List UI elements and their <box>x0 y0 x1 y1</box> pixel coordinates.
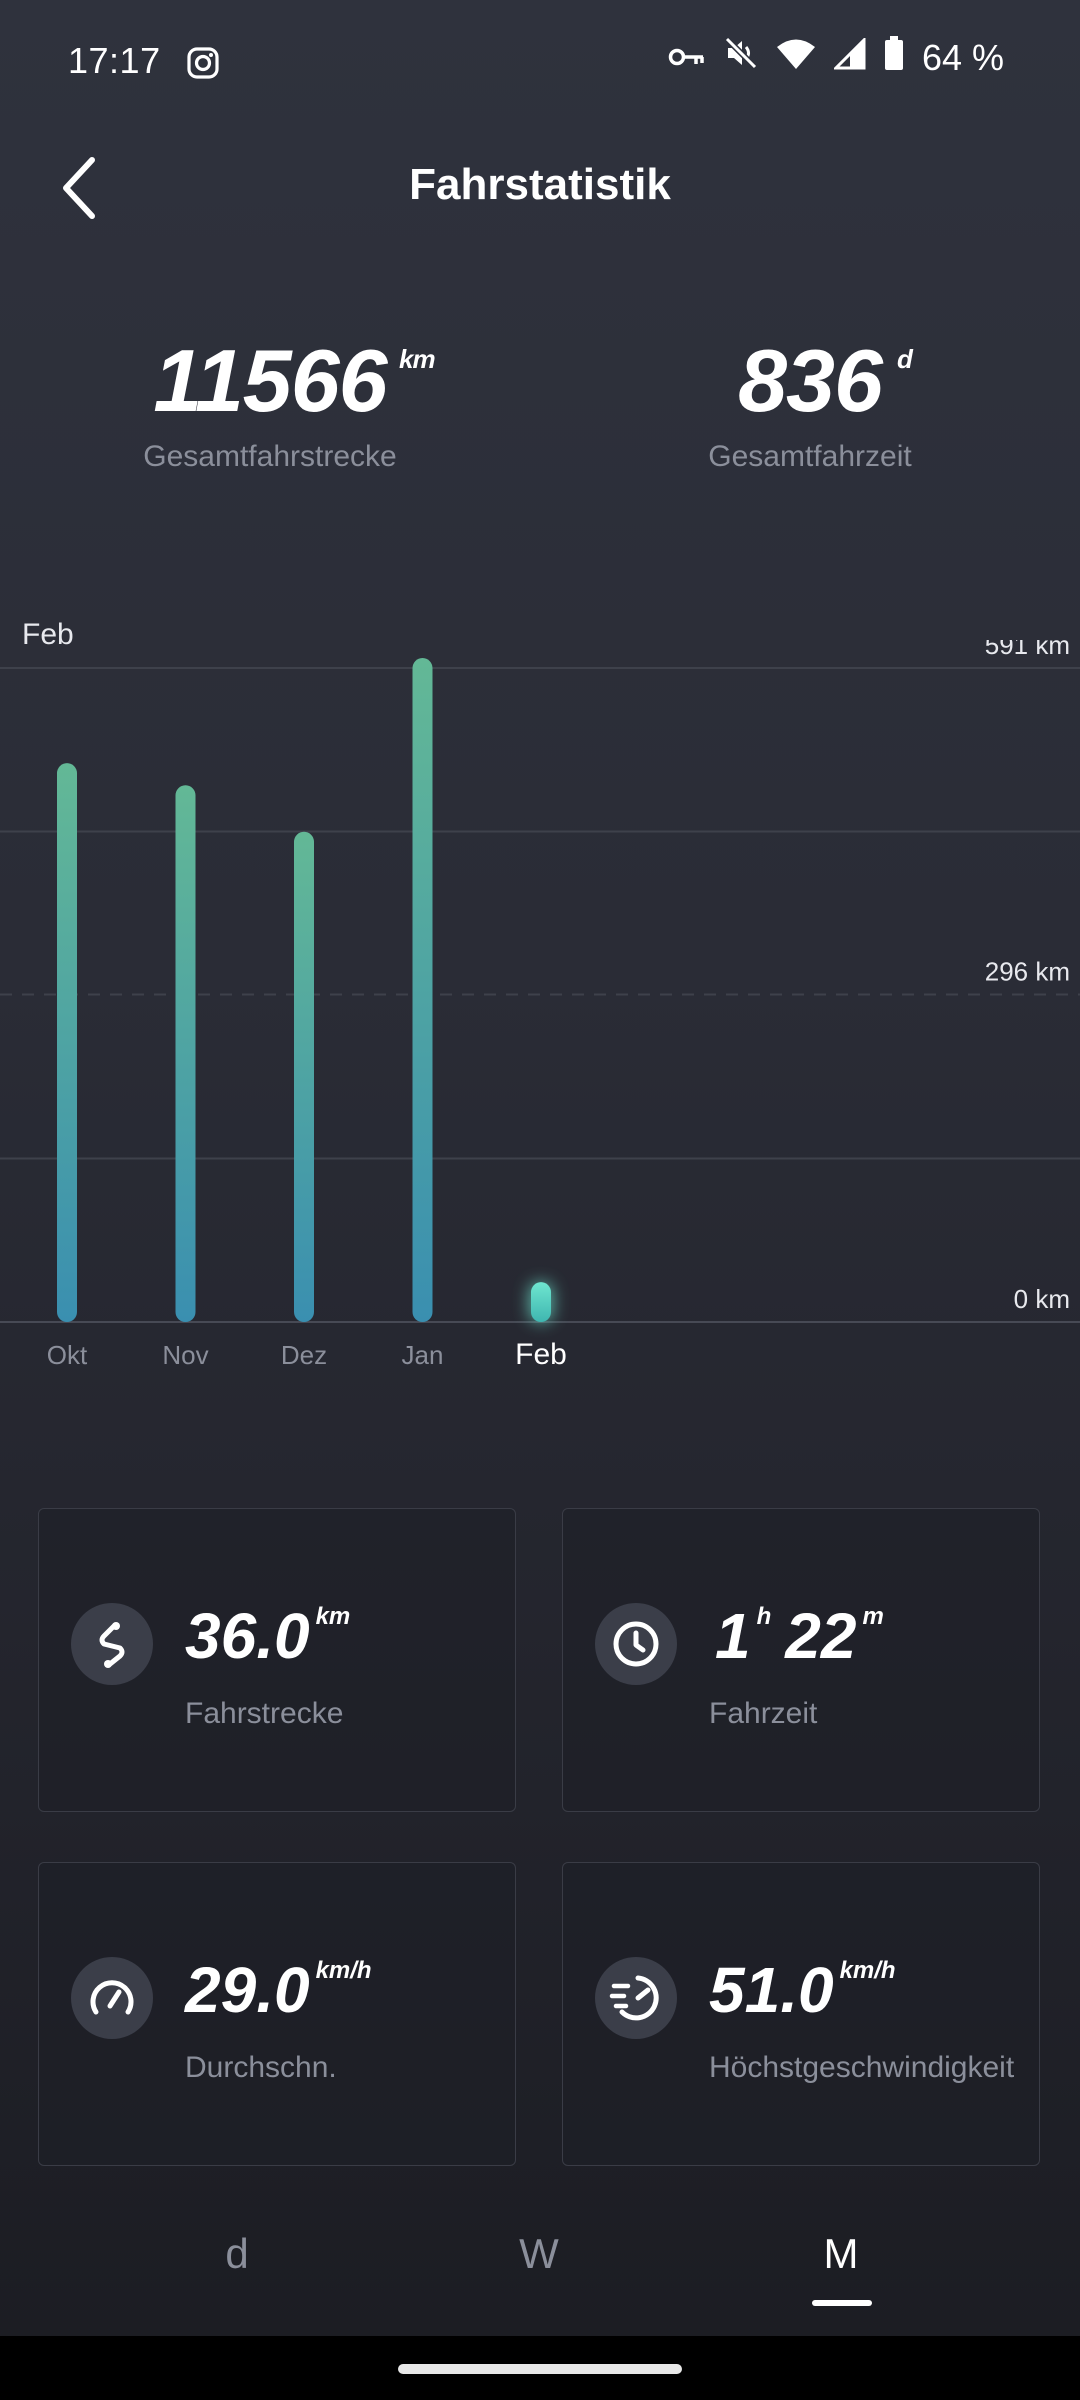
battery-icon <box>884 36 904 79</box>
bar-jan[interactable] <box>412 658 433 1322</box>
x-tick-label[interactable]: Nov <box>162 1340 208 1370</box>
battery-percent: 64 % <box>921 36 1004 78</box>
card-top-speed-value: 51.0 km/h <box>709 1954 896 2026</box>
total-distance-value: 11566 km <box>153 331 435 430</box>
status-time: 17:17 <box>68 40 161 81</box>
bar-dez[interactable] <box>294 831 314 1322</box>
wifi-icon <box>776 37 816 79</box>
signal-icon <box>832 35 866 79</box>
page-title: Fahrstatistik <box>409 160 671 209</box>
total-distance: 11566 km Gesamtfahrstrecke <box>0 330 540 474</box>
tab-active-indicator <box>812 2300 872 2306</box>
home-indicator[interactable] <box>398 2364 682 2374</box>
card-average-speed: 29.0 km/h Durchschn. <box>38 1862 516 2166</box>
card-top-speed-unit: km/h <box>839 1957 896 1984</box>
y-tick-label: 0 km <box>1014 1284 1070 1314</box>
bar-okt[interactable] <box>57 763 77 1322</box>
total-time-value: 836 d <box>738 331 913 430</box>
speedometer-icon <box>71 1957 153 2039</box>
back-button[interactable] <box>52 152 112 224</box>
chart-selected-period: Feb <box>22 618 74 651</box>
card-time-unit-m: m <box>862 1603 884 1630</box>
instagram-icon <box>186 46 220 85</box>
y-tick-label: 591 km <box>985 640 1070 660</box>
total-time-label: Gesamtfahrzeit <box>708 440 912 473</box>
card-distance: 36.0 km Fahrstrecke <box>38 1508 516 1812</box>
card-time-unit-h: h <box>756 1603 772 1630</box>
bar-feb[interactable] <box>531 1282 551 1322</box>
chevron-left-icon <box>63 157 95 219</box>
route-icon <box>71 1603 153 1685</box>
card-distance-value: 36.0 km <box>185 1600 351 1672</box>
card-average-speed-unit: km/h <box>315 1957 372 1984</box>
tab-day[interactable]: d <box>225 2230 249 2277</box>
total-time: 836 d Gesamtfahrzeit <box>540 330 1080 474</box>
total-distance-unit: km <box>399 344 436 374</box>
key-icon <box>668 37 706 79</box>
x-tick-label[interactable]: Jan <box>402 1340 444 1370</box>
x-tick-label[interactable]: Okt <box>47 1340 88 1370</box>
card-time: 1 h 22 m Fahrzeit <box>562 1508 1040 1812</box>
tab-week[interactable]: W <box>519 2230 559 2277</box>
card-top-speed: 51.0 km/h Höchstgeschwindigkeit <box>562 1862 1040 2166</box>
clock-icon <box>595 1603 677 1685</box>
card-time-value: 1 h 22 m <box>715 1600 884 1672</box>
x-tick-label[interactable]: Feb <box>515 1338 567 1371</box>
monthly-distance-chart[interactable]: 591 km 296 km 0 km Okt Nov Dez Jan Feb <box>0 640 1080 1380</box>
fast-speed-icon <box>595 1957 677 2039</box>
status-icons: 64 % <box>668 35 1004 79</box>
card-top-speed-label: Höchstgeschwindigkeit <box>709 2051 1015 2084</box>
card-average-speed-value: 29.0 km/h <box>185 1954 372 2026</box>
total-time-unit: d <box>897 344 913 374</box>
tab-month[interactable]: M <box>823 2230 859 2277</box>
total-distance-label: Gesamtfahrstrecke <box>143 440 397 473</box>
bar-nov[interactable] <box>175 785 196 1322</box>
card-distance-label: Fahrstrecke <box>185 1697 344 1730</box>
x-tick-label[interactable]: Dez <box>281 1340 327 1370</box>
card-distance-unit: km <box>315 1603 351 1630</box>
y-tick-label: 296 km <box>985 956 1070 986</box>
card-time-label: Fahrzeit <box>709 1697 818 1730</box>
card-average-speed-label: Durchschn. <box>185 2051 337 2084</box>
mute-icon <box>724 36 758 79</box>
